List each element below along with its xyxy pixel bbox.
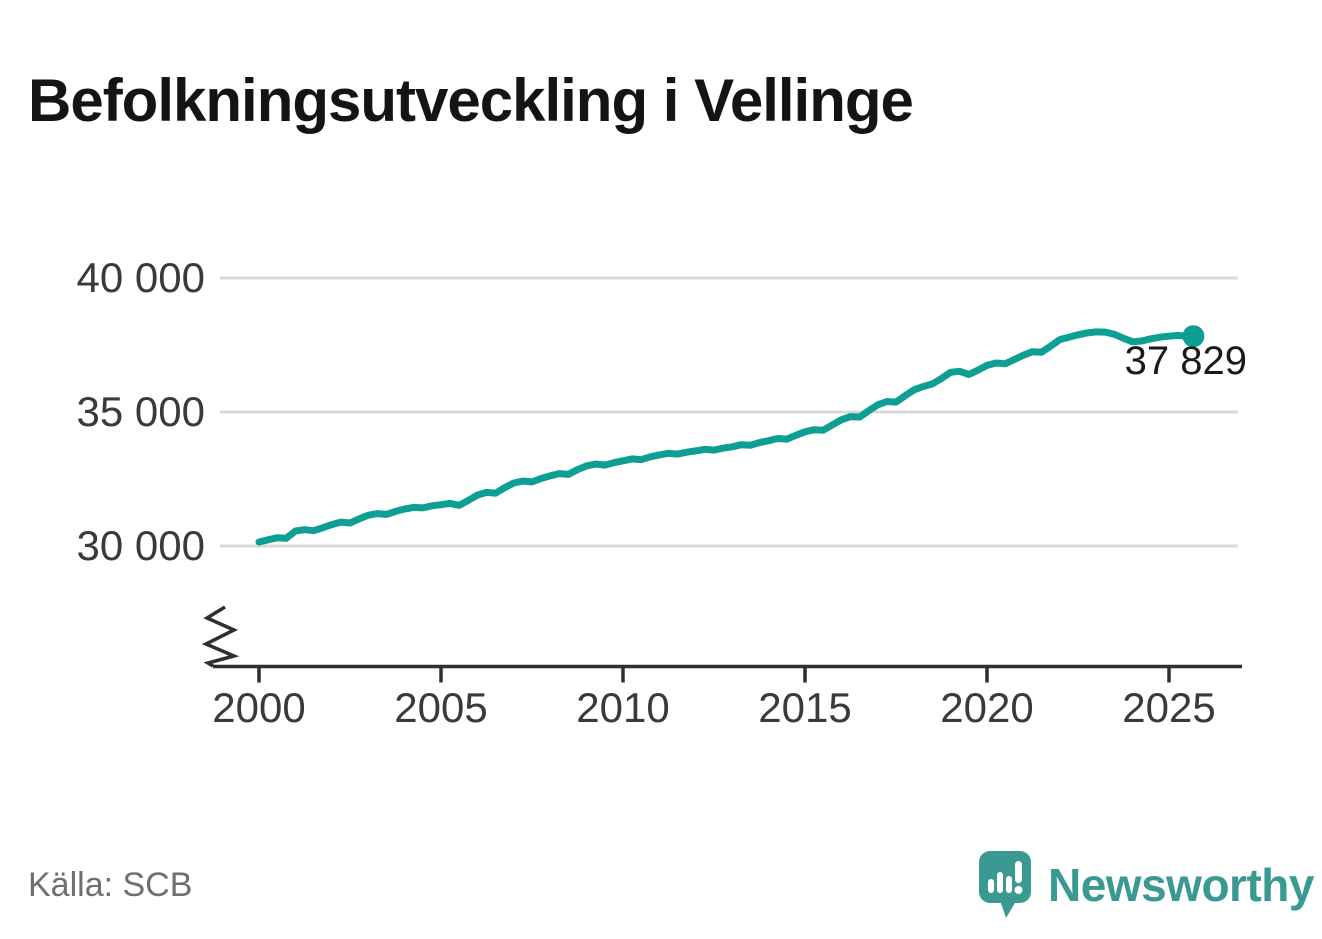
x-axis-label: 2005 [394, 684, 488, 731]
y-axis-label: 35 000 [76, 388, 205, 435]
x-axis-label: 2025 [1122, 684, 1216, 731]
newsworthy-bubble-chart-icon [979, 851, 1031, 918]
x-axis-label: 2015 [758, 684, 852, 731]
page-title: Befolkningsutveckling i Vellinge [28, 67, 914, 135]
last-value-label: 37 829 [1124, 339, 1247, 383]
y-axis-label: 30 000 [76, 522, 205, 569]
x-axis-label: 2000 [212, 684, 306, 731]
population-line [255, 328, 1197, 546]
x-axis-label: 2010 [576, 684, 670, 731]
x-axis-label: 2020 [940, 684, 1034, 731]
end-dot [1182, 325, 1205, 348]
newsworthy-wordmark: Newsworthy [1048, 859, 1314, 911]
newsworthy-logo: Newsworthy [978, 843, 1314, 927]
y-axis-label: 40 000 [76, 254, 205, 301]
source-credit: Källa: SCB [28, 866, 193, 904]
y-axis-break-icon [201, 605, 240, 668]
